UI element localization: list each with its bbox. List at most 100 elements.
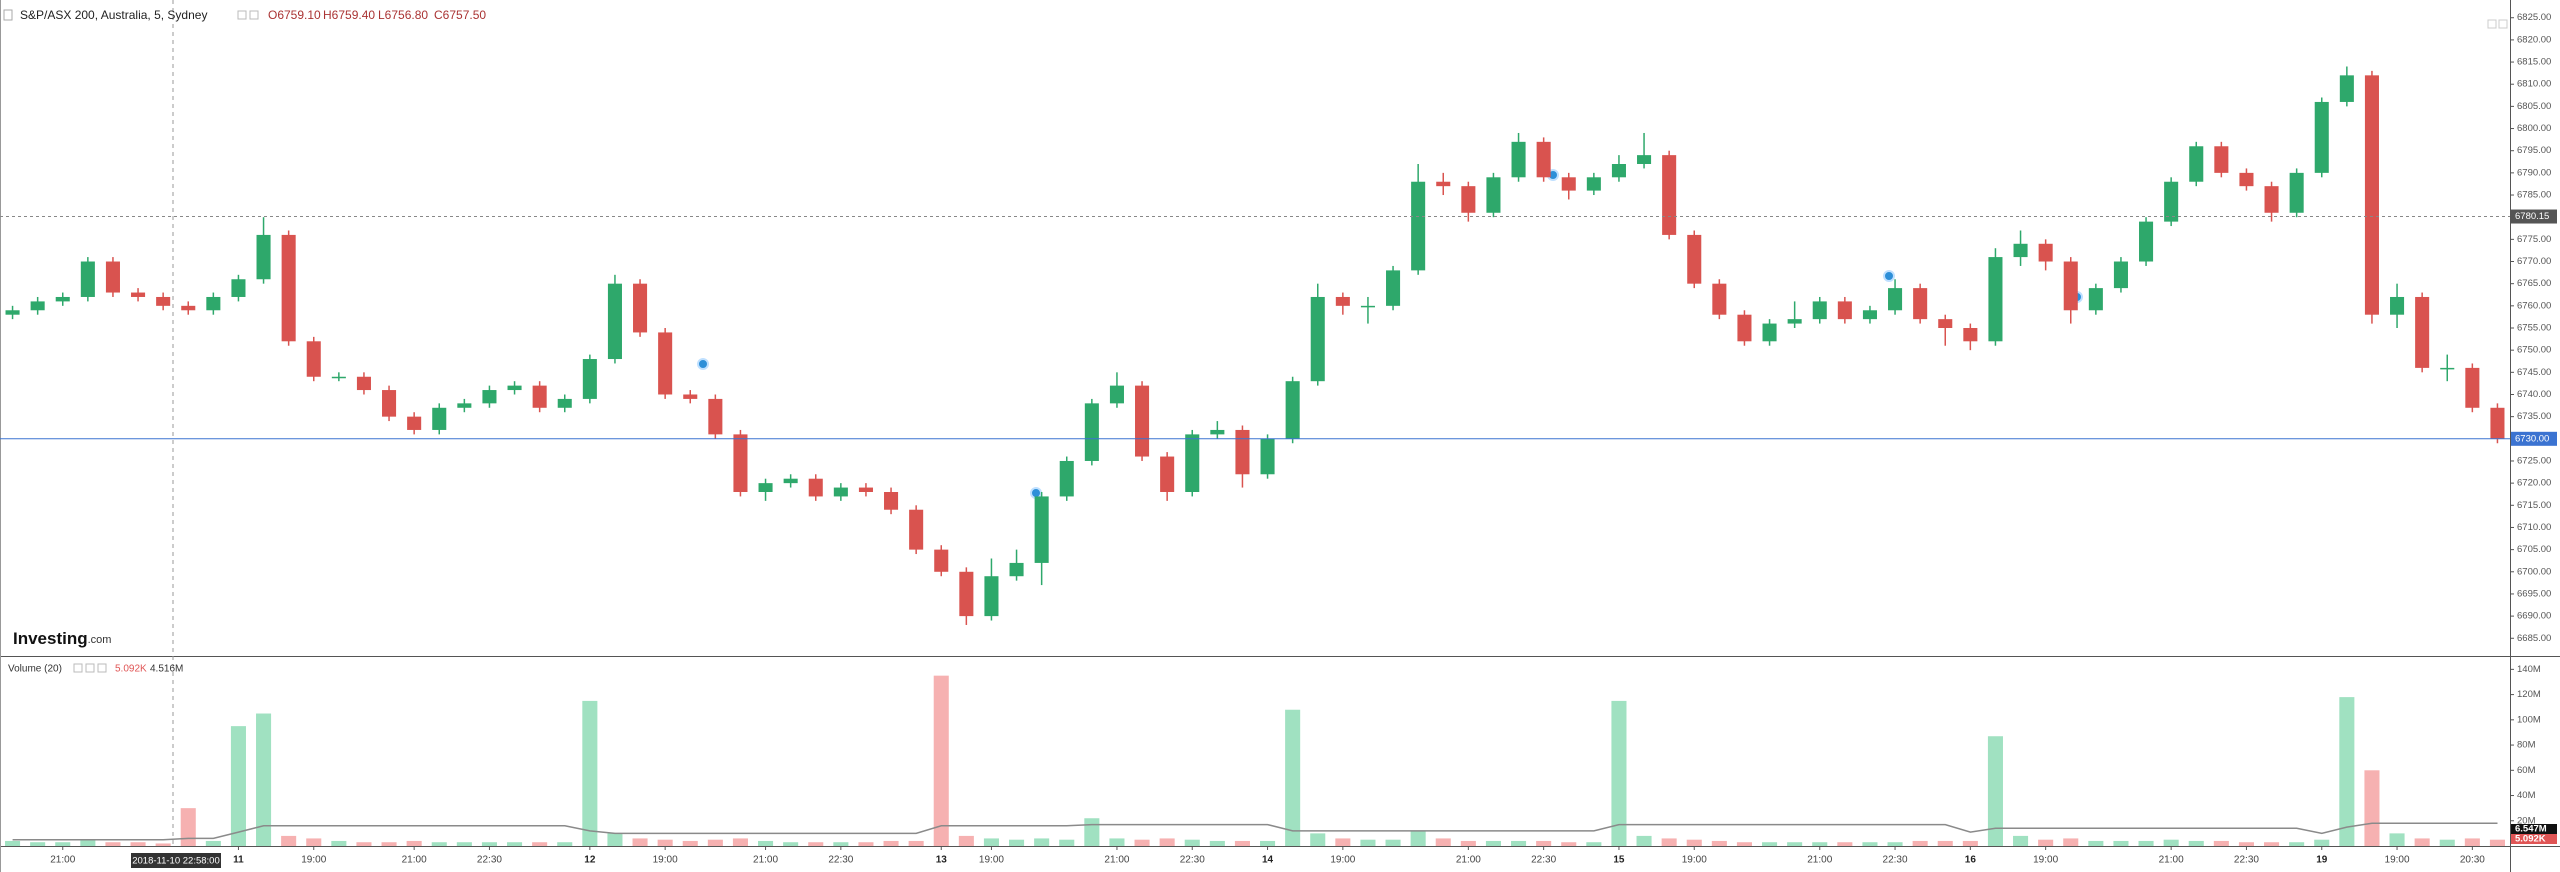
event-marker[interactable]	[697, 358, 709, 370]
candle-body	[1185, 434, 1200, 492]
volume-bar	[30, 842, 46, 846]
y-tick-label: 40M	[2517, 790, 2536, 801]
candle-body	[1938, 319, 1953, 328]
pane-icon[interactable]	[2498, 19, 2508, 29]
candle-body	[2364, 75, 2379, 315]
settings-icon[interactable]	[73, 663, 83, 673]
candle-body	[1135, 385, 1150, 457]
volume-bar	[1059, 839, 1075, 846]
x-tick-label: 21:00	[753, 855, 778, 866]
collapse-icon[interactable]	[3, 9, 13, 21]
volume-bar	[1234, 840, 1250, 846]
settings-icon[interactable]	[237, 10, 247, 20]
candle-body	[482, 390, 497, 404]
y-tick-label: 6710.00	[2517, 522, 2551, 533]
candle-body	[356, 376, 371, 391]
x-tick-label: 19:00	[2385, 855, 2410, 866]
x-tick-label: 21:00	[1456, 855, 1481, 866]
y-tick-label: 6790.00	[2517, 167, 2551, 178]
logo-name: Investing	[13, 629, 88, 648]
volume-bar	[2088, 840, 2104, 846]
volume-legend-value: 5.092K	[115, 664, 147, 675]
candle-body	[1486, 177, 1501, 213]
candle-body	[1009, 562, 1024, 577]
candle-body	[1511, 141, 1526, 178]
candle-body	[959, 571, 974, 617]
candle-body	[1662, 155, 1677, 235]
volume-bar	[1887, 842, 1903, 846]
volume-bar	[205, 840, 221, 846]
volume-bar	[1335, 838, 1351, 846]
volume-bar	[532, 842, 548, 846]
volume-bar	[707, 839, 723, 846]
volume-bar	[1536, 840, 1552, 846]
candle-body	[1059, 460, 1074, 497]
close-icon[interactable]	[249, 10, 259, 20]
x-tick-label: 13	[936, 855, 948, 866]
pane-icon[interactable]	[2487, 19, 2497, 29]
candle-body	[2164, 181, 2179, 222]
candle-body	[1737, 314, 1752, 342]
price-line-label-box	[2511, 209, 2557, 224]
candle-body	[1963, 328, 1978, 342]
volume-bar	[1034, 838, 1050, 846]
volume-bar	[582, 700, 598, 846]
ohlc-low: L6756.80	[378, 8, 428, 22]
candle-body	[582, 359, 597, 399]
volume-bar	[1762, 842, 1778, 846]
volume-bar	[1661, 838, 1677, 846]
crosshair-label-box	[131, 853, 221, 868]
price-line-label: 6730.00	[2515, 433, 2549, 444]
close-icon[interactable]	[97, 663, 107, 673]
candle-body	[1762, 323, 1777, 342]
candle-body	[633, 283, 648, 333]
y-tick-label: 6715.00	[2517, 500, 2551, 511]
candle-body	[1611, 164, 1626, 178]
volume-bar	[1084, 818, 1100, 846]
volume-bar	[356, 842, 372, 846]
settings-icon[interactable]	[85, 663, 95, 673]
volume-bar	[1184, 839, 1200, 846]
candle-body	[808, 478, 823, 497]
volume-bar	[758, 840, 774, 846]
candle-body	[2314, 101, 2329, 173]
volume-bar	[406, 840, 422, 846]
price-line-label: 6780.15	[2515, 211, 2549, 222]
volume-bar	[2364, 770, 2380, 846]
x-tick-label: 16	[1965, 855, 1977, 866]
x-tick-label: 19:00	[301, 855, 326, 866]
candle-body	[2139, 221, 2154, 262]
candle-body	[55, 296, 70, 302]
volume-bar	[256, 713, 272, 846]
x-tick-label: 22:30	[477, 855, 502, 866]
event-marker[interactable]	[1883, 270, 1895, 282]
last-value-box	[2511, 834, 2557, 844]
y-tick-label: 100M	[2517, 714, 2541, 725]
volume-bar	[2414, 838, 2430, 846]
candle-body	[733, 434, 748, 492]
volume-bar	[2489, 839, 2505, 846]
candle-body	[2339, 75, 2354, 102]
y-tick-label: 6740.00	[2517, 389, 2551, 400]
x-tick-label: 21:00	[50, 855, 75, 866]
candle-body	[331, 376, 346, 379]
y-tick-label: 6690.00	[2517, 611, 2551, 622]
y-tick-label: 60M	[2517, 765, 2536, 776]
candle-body	[30, 301, 45, 311]
candle-body	[1386, 270, 1401, 306]
candle-body	[2038, 243, 2053, 262]
candle-body	[1837, 301, 1852, 320]
candle-body	[1411, 181, 1426, 271]
y-tick-label: 6745.00	[2517, 367, 2551, 378]
candle-body	[607, 283, 622, 360]
candle-body	[1913, 288, 1928, 320]
volume-bar	[456, 842, 472, 846]
candle-body	[1712, 283, 1727, 315]
candle-body	[181, 305, 196, 311]
candle-body	[884, 492, 899, 510]
volume-bar	[2063, 838, 2079, 846]
candle-body	[1888, 288, 1903, 311]
volume-bar	[2439, 839, 2455, 846]
volume-bar	[306, 838, 322, 846]
volume-bar	[858, 842, 874, 846]
